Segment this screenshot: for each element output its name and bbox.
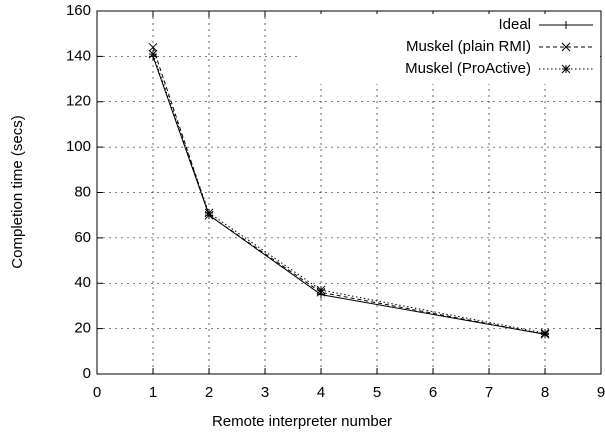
y-tick-label: 20 — [74, 320, 91, 337]
x-axis-label: Remote interpreter number — [212, 413, 392, 430]
y-tick-label: 160 — [66, 2, 91, 19]
x-tick-label: 3 — [261, 384, 269, 401]
x-tick-label: 1 — [149, 384, 157, 401]
y-tick-label: 100 — [66, 138, 91, 155]
y-tick-label: 120 — [66, 93, 91, 110]
x-tick-label: 7 — [485, 384, 493, 401]
point — [540, 328, 550, 338]
x-tick-label: 9 — [597, 384, 605, 401]
x-tick-label: 0 — [93, 384, 101, 401]
marker-stroke — [148, 42, 158, 52]
y-tick-label: 140 — [66, 47, 91, 64]
legend-label: Ideal — [498, 16, 531, 33]
y-tick-label: 80 — [74, 183, 91, 200]
series-line — [152, 56, 546, 335]
marker-stroke — [540, 328, 550, 338]
x-tick-label: 4 — [317, 384, 325, 401]
point — [561, 42, 571, 52]
marker-stroke — [561, 64, 571, 74]
x-tick-label: 2 — [205, 384, 213, 401]
plot-frame — [96, 10, 602, 375]
point — [148, 49, 158, 59]
point — [148, 42, 158, 52]
x-tick-label: 6 — [429, 384, 437, 401]
series-line — [152, 47, 546, 335]
marker-stroke — [148, 49, 158, 59]
marker-stroke — [316, 285, 326, 295]
point — [561, 64, 571, 74]
series-line — [152, 53, 546, 334]
legend-label: Muskel (plain RMI) — [406, 38, 531, 55]
y-tick-label: 60 — [74, 229, 91, 246]
y-tick-label: 40 — [74, 274, 91, 291]
marker-stroke — [204, 208, 214, 218]
point — [562, 21, 570, 29]
y-axis-label: Completion time (secs) — [9, 115, 26, 268]
marker-stroke — [561, 42, 571, 52]
x-tick-label: 5 — [373, 384, 381, 401]
point — [316, 285, 326, 295]
x-tick-label: 8 — [541, 384, 549, 401]
point — [204, 208, 214, 218]
legend-label: Muskel (ProActive) — [405, 60, 531, 77]
y-tick-label: 0 — [83, 365, 91, 382]
legend-background — [300, 14, 600, 84]
